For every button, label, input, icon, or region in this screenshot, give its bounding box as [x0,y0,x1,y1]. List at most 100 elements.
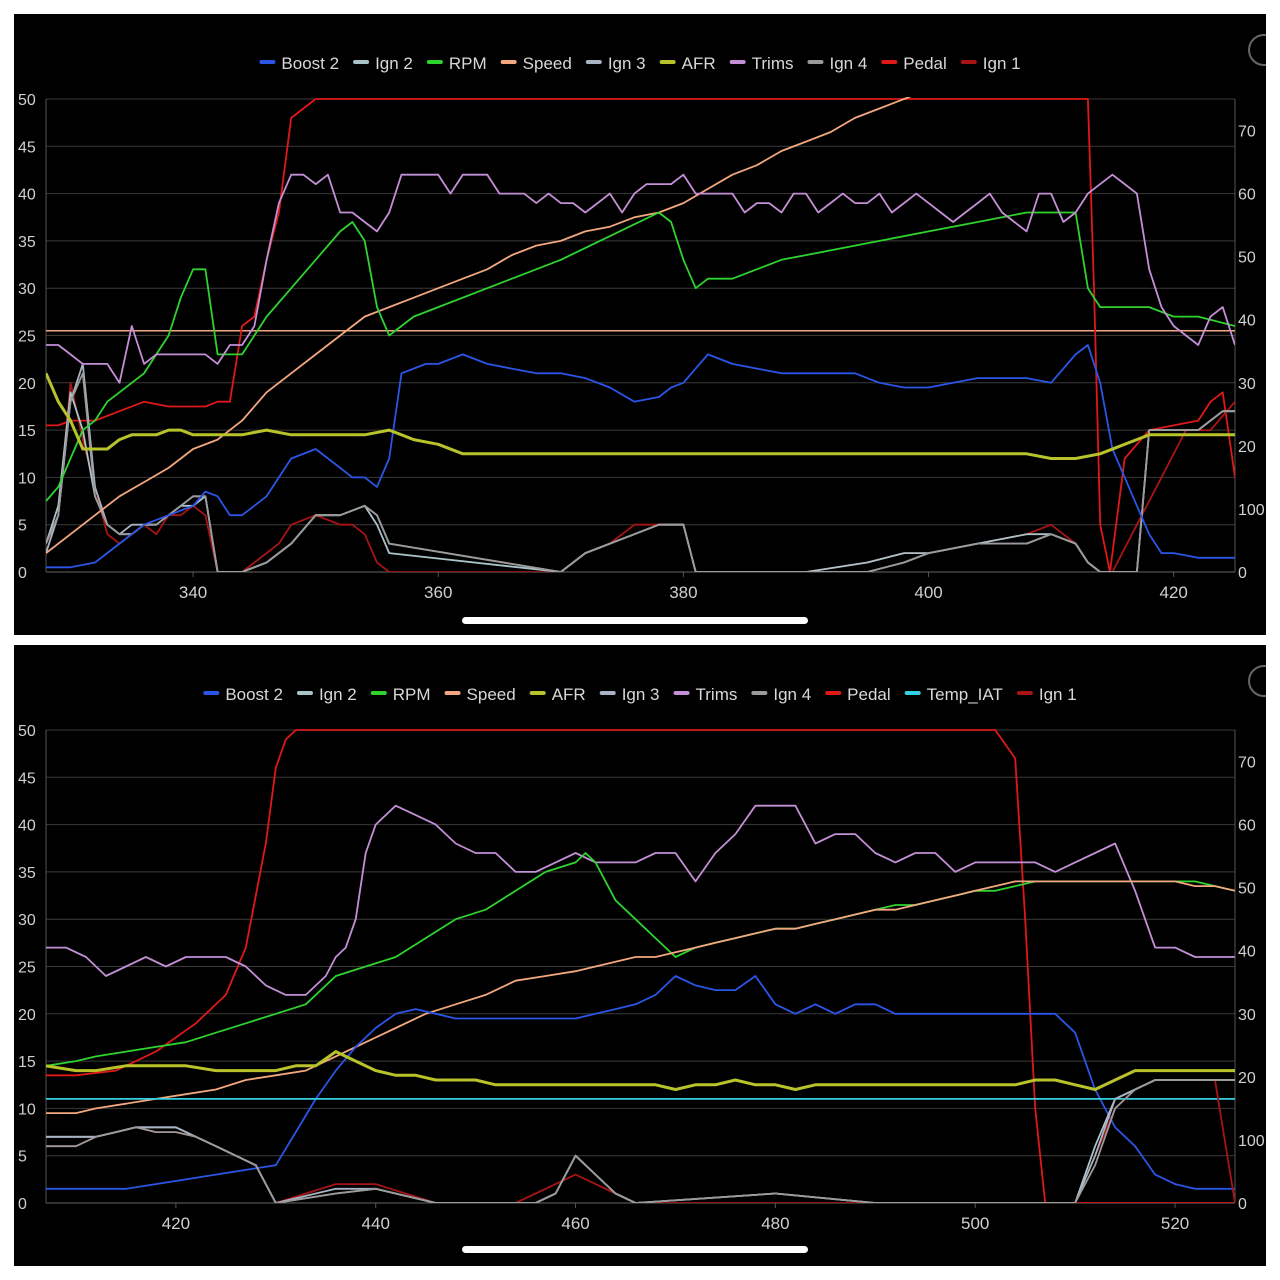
y-tick-label: 0 [18,1196,27,1213]
y-tick-label: 25 [18,329,36,346]
legend-label-boost-2: Boost 2 [281,54,339,73]
legend-item-rpm[interactable]: RPM [426,54,487,73]
y2-tick-label: 20 [1238,439,1256,456]
x-tick-label: 500 [961,1214,989,1233]
bottom-gridlines [46,729,1235,1204]
legend-label-ign-4: Ign 4 [773,685,811,704]
top-chart-panel: Boost 2 Ign 2 RPM Speed Ign 3 AFR Trims Ign 4 Pe… [14,14,1266,635]
y2-tick-label: 60 [1238,818,1256,835]
y-tick-label: 35 [18,865,36,882]
legend-item-rpm[interactable]: RPM [370,685,431,704]
y2-tick-label: 0 [1238,565,1247,582]
y-tick-label: 5 [18,1149,27,1166]
legend-label-speed: Speed [467,685,516,704]
y2-tick-label: 50 [1238,881,1256,898]
legend-item-ign-4[interactable]: Ign 4 [807,54,867,73]
legend-label-ign-3: Ign 3 [622,685,660,704]
legend-swatch-ign-2 [296,691,313,695]
y-tick-label: 45 [18,139,36,156]
legend-swatch-ign-1 [960,60,977,64]
legend-swatch-trims [729,60,746,64]
legend-swatch-afr [529,691,546,695]
series-line-pedal [46,729,1235,1203]
legend-label-afr: AFR [682,54,716,73]
y-tick-label: 25 [18,960,36,977]
legend-item-afr[interactable]: AFR [659,54,716,73]
legend-label-ign-1: Ign 1 [1039,685,1077,704]
legend-swatch-pedal [881,60,898,64]
legend-item-afr[interactable]: AFR [529,685,586,704]
y-tick-label: 30 [18,912,36,929]
series-line-ign-4 [46,372,1235,572]
y-tick-label: 15 [18,1054,36,1071]
legend-item-ign-1[interactable]: Ign 1 [1016,685,1077,704]
legend-swatch-ign-3 [599,691,616,695]
legend-swatch-ign-4 [751,691,768,695]
y2-tick-label: 70 [1238,124,1256,141]
legend-label-trims: Trims [696,685,738,704]
y2-tick-label: 100 [1238,502,1265,519]
top-home-indicator[interactable] [462,617,808,624]
legend-label-pedal: Pedal [847,685,890,704]
y-tick-label: 15 [18,423,36,440]
legend-item-ign-1[interactable]: Ign 1 [960,54,1021,73]
y2-tick-label: 50 [1238,250,1256,267]
legend-label-pedal: Pedal [903,54,946,73]
x-tick-label: 420 [162,1214,190,1233]
y2-tick-label: 60 [1238,187,1256,204]
legend-swatch-afr [659,60,676,64]
y-tick-label: 20 [18,1007,36,1024]
series-line-trims [46,804,1235,996]
x-tick-label: 520 [1161,1214,1189,1233]
x-tick-label: 440 [362,1214,390,1233]
legend-item-trims[interactable]: Trims [673,685,738,704]
y2-tick-label: 40 [1238,313,1256,330]
legend-item-pedal[interactable]: Pedal [881,54,947,73]
legend-label-ign-3: Ign 3 [608,54,646,73]
legend-item-boost-2[interactable]: Boost 2 [203,685,283,704]
legend-item-speed[interactable]: Speed [500,54,572,73]
series-line-ign-2 [46,391,1235,572]
top-line-chart: Boost 2 Ign 2 RPM Speed Ign 3 AFR Trims Ign 4 Pe… [18,54,1265,602]
y2-tick-label: 40 [1238,944,1256,961]
y-tick-label: 40 [18,818,36,835]
series-line-boost-2 [46,344,1235,569]
bottom-home-indicator[interactable] [462,1246,808,1253]
legend-swatch-rpm [370,691,387,695]
y-tick-label: 20 [18,376,36,393]
legend-item-ign-2[interactable]: Ign 2 [353,54,413,73]
legend-swatch-rpm [426,60,443,64]
y-tick-label: 30 [18,281,36,298]
legend-item-ign-2[interactable]: Ign 2 [296,685,357,704]
legend-swatch-ign-3 [585,60,602,64]
bottom-line-chart: Boost 2 Ign 2 RPM Speed AFR Ign 3 Trims Ign 4 Pe… [18,685,1265,1233]
series-line-boost-2 [46,975,1235,1190]
legend-label-ign-1: Ign 1 [983,54,1021,73]
x-tick-label: 340 [179,583,207,602]
series-line-rpm [46,211,1235,502]
series-line-ign-3 [46,362,1235,572]
y2-tick-label: 30 [1238,1007,1256,1024]
legend-swatch-pedal [825,691,842,695]
legend-label-trims: Trims [752,54,794,73]
series-line-ign-4 [46,1079,1235,1203]
legend-swatch-trims [673,691,690,695]
legend-item-ign-3[interactable]: Ign 3 [585,54,646,73]
y2-tick-label: 100 [1238,1133,1265,1150]
legend-label-rpm: RPM [393,685,431,704]
top-series-group [46,97,1235,572]
y-tick-label: 40 [18,187,36,204]
legend-item-trims[interactable]: Trims [729,54,794,73]
y-tick-label: 5 [18,518,27,535]
legend-swatch-speed [500,60,517,64]
legend-item-boost-2[interactable]: Boost 2 [259,54,339,73]
legend-label-ign-2: Ign 2 [319,685,357,704]
legend-item-ign-3[interactable]: Ign 3 [599,685,660,704]
x-tick-label: 460 [561,1214,589,1233]
series-line-ign-1 [46,381,1235,572]
legend-item-ign-4[interactable]: Ign 4 [751,685,811,704]
legend-item-pedal[interactable]: Pedal [825,685,891,704]
legend-item-temp-iat[interactable]: Temp_IAT [904,685,1003,704]
legend-item-speed[interactable]: Speed [444,685,516,704]
y2-tick-label: 0 [1238,1196,1247,1213]
